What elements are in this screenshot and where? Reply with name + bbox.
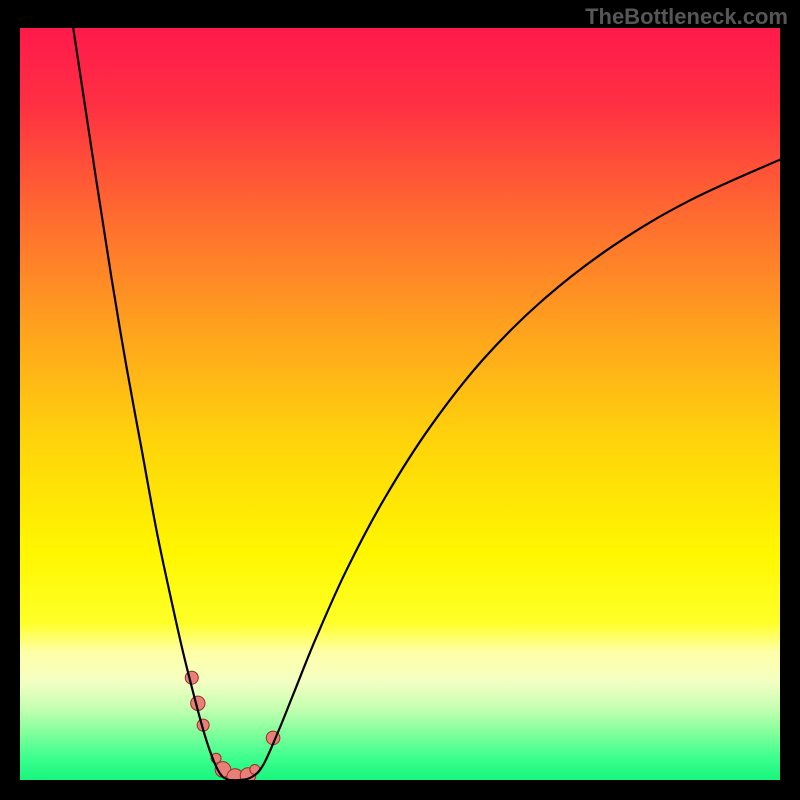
- plot-svg: [20, 28, 780, 780]
- watermark-text: TheBottleneck.com: [585, 4, 788, 30]
- plot-area: [20, 28, 780, 780]
